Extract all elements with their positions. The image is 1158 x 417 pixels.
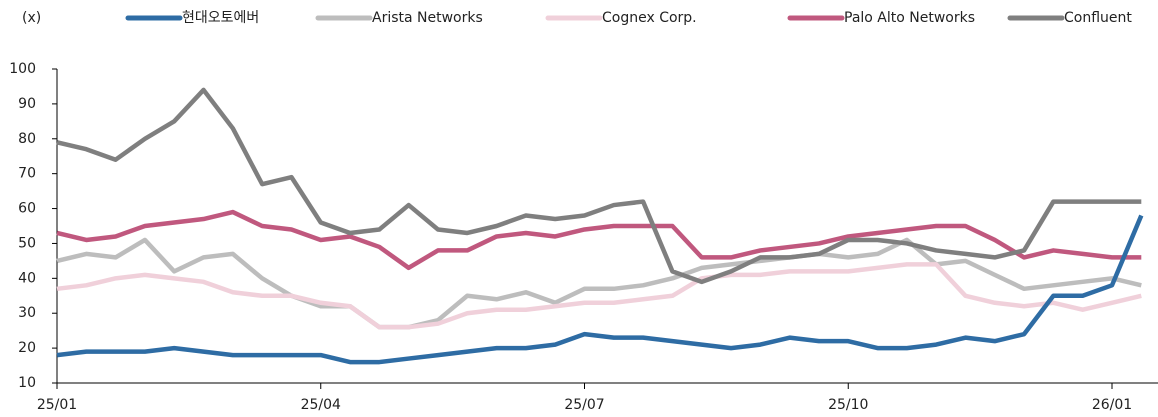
y-tick-label: 20 (18, 340, 36, 356)
y-tick-label: 10 (18, 375, 36, 391)
unit-label: (x) (22, 10, 41, 26)
y-tick-label: 90 (18, 96, 36, 112)
y-tick-label: 30 (18, 305, 36, 321)
y-tick-label: 60 (18, 201, 36, 217)
series-line (56, 87, 1142, 285)
x-tick-label: 25/01 (37, 397, 77, 413)
legend-label: Palo Alto Networks (844, 10, 975, 26)
legend-label: Arista Networks (372, 10, 483, 26)
y-tick-label: 50 (18, 235, 36, 251)
series-line (56, 262, 1142, 330)
y-tick-label: 100 (9, 61, 36, 77)
legend-label: Cognex Corp. (602, 10, 697, 26)
y-tick-label: 70 (18, 166, 36, 182)
series-line (56, 214, 1144, 365)
x-tick-label: 26/01 (1092, 397, 1132, 413)
series-line (56, 209, 1142, 271)
x-tick-label: 25/04 (301, 397, 341, 413)
x-tick-label: 25/10 (828, 397, 868, 413)
x-tick-label: 25/07 (564, 397, 604, 413)
y-tick-label: 80 (18, 131, 36, 147)
legend-label: Confluent (1064, 10, 1132, 26)
legend-label: 현대오토에버 (182, 10, 259, 26)
series-line (56, 237, 1142, 330)
y-tick-label: 40 (18, 270, 36, 286)
